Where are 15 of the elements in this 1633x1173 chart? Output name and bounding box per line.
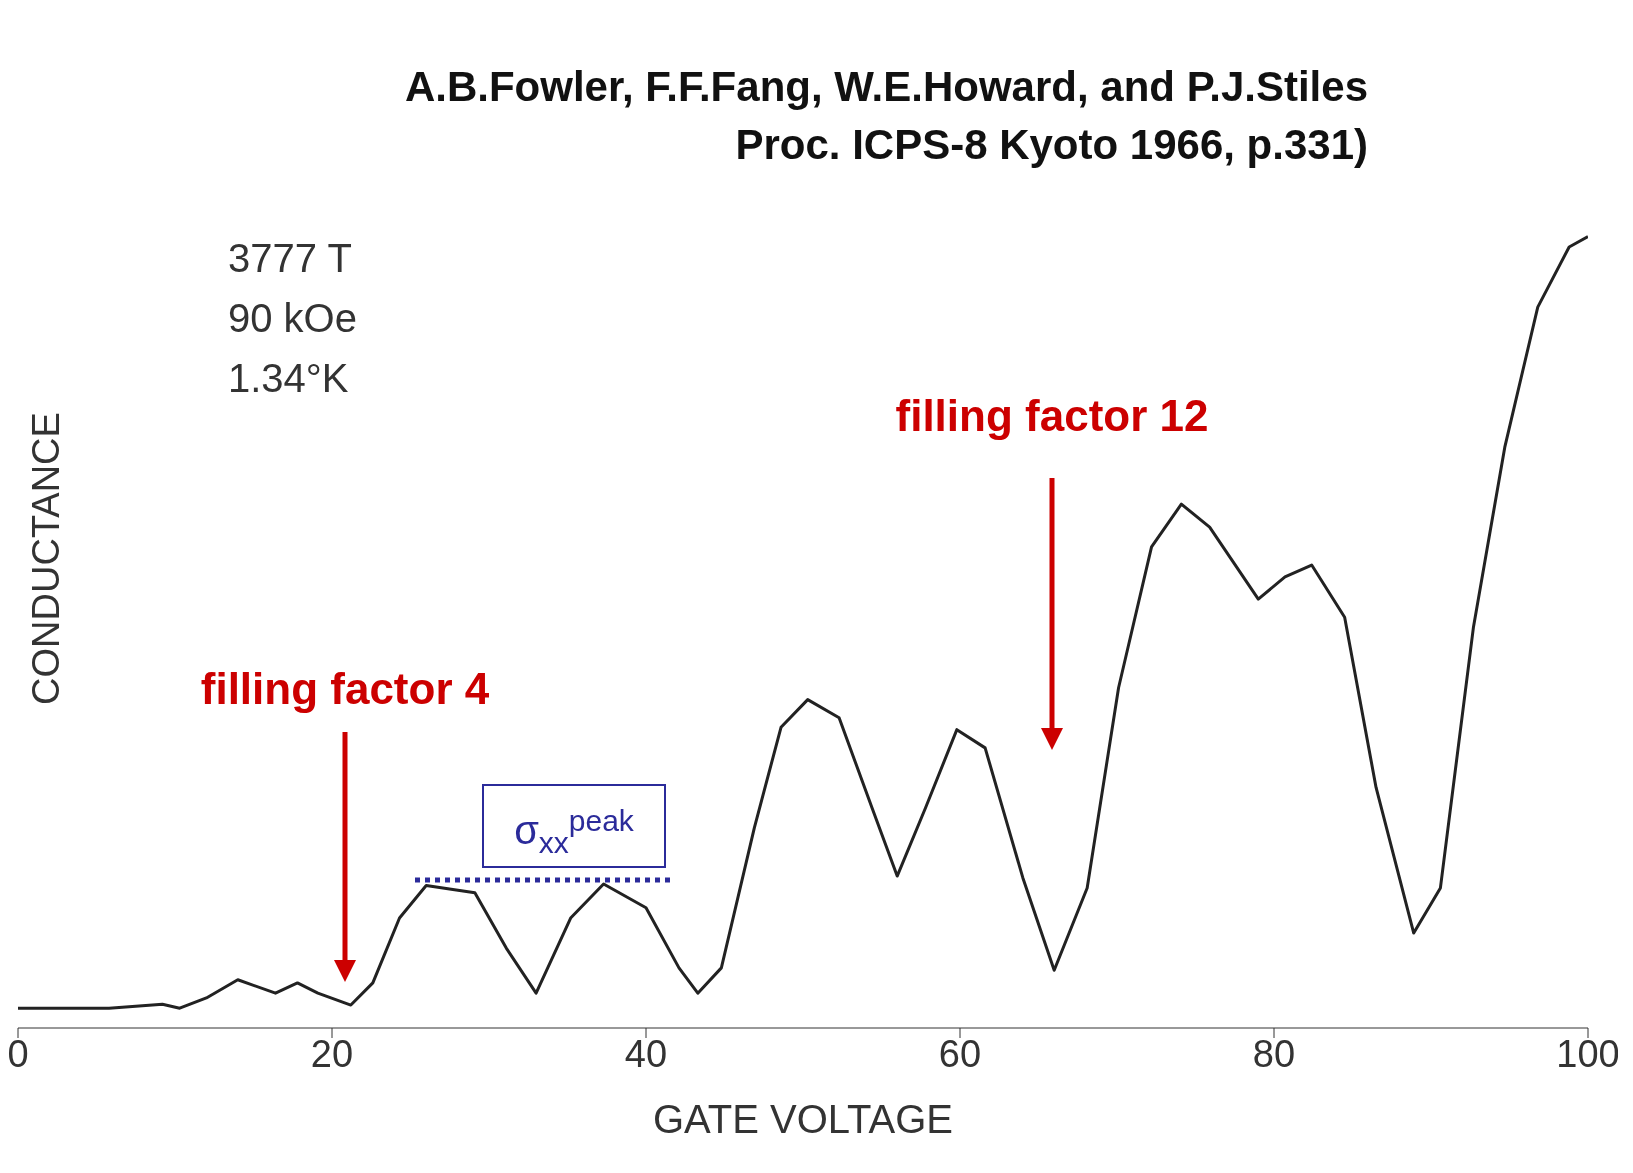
x-tick-label: 100: [1556, 1032, 1620, 1075]
x-tick-label: 40: [624, 1032, 668, 1075]
chart-subtitle: Proc. ICPS-8 Kyoto 1966, p.331): [734, 120, 1368, 170]
annotation: 3777 T: [228, 235, 353, 282]
x-axis-title: GATE VOLTAGE: [652, 1097, 954, 1141]
y-axis-title: CONDUCTANCE: [24, 411, 68, 705]
annotation: 90 kOe: [228, 295, 357, 342]
annotation: filling factor 4: [200, 664, 490, 713]
annotation: filling factor 12: [895, 391, 1209, 440]
x-tick-label: 80: [1252, 1032, 1296, 1075]
x-tick-label: 60: [938, 1032, 982, 1075]
chart-title: A.B.Fowler, F.F.Fang, W.E.Howard, and P.J.Stiles: [404, 62, 1368, 112]
x-tick-label: 0: [7, 1032, 29, 1075]
x-tick-label: 20: [310, 1032, 354, 1075]
annotation: 1.34°K: [228, 355, 350, 402]
